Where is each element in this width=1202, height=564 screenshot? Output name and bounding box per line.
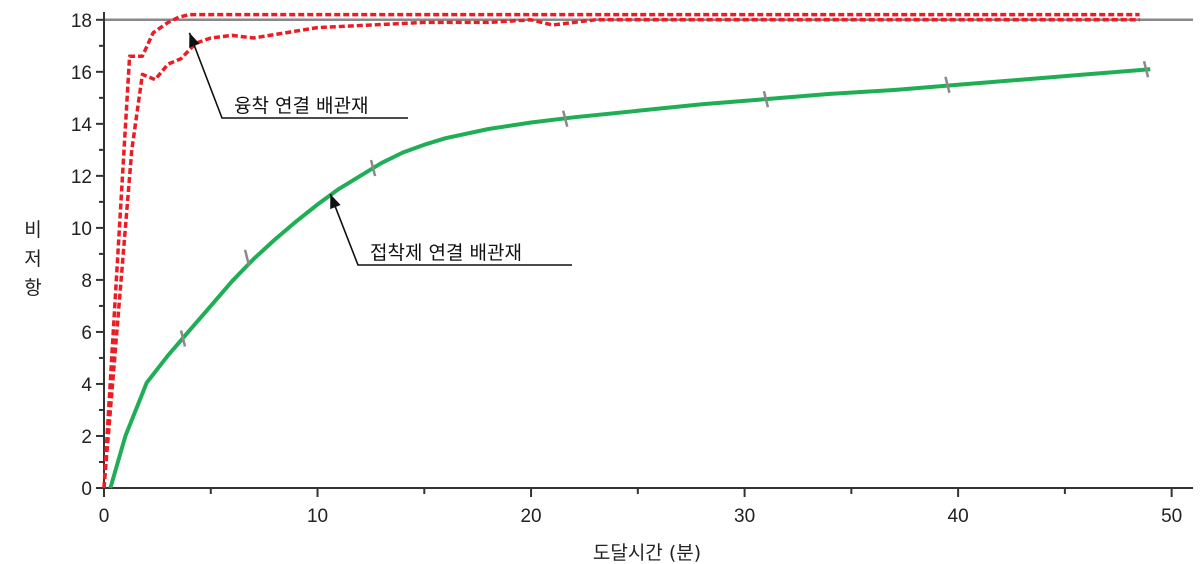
y-tick-label: 0 [81, 479, 92, 500]
x-tick-label: 0 [99, 506, 110, 527]
x-tick-label: 20 [520, 506, 541, 527]
x-tick-label: 50 [1161, 506, 1182, 527]
annotation-leader-fused [188, 32, 408, 119]
y-tick-label: 4 [81, 375, 92, 396]
y-tick-label: 2 [81, 427, 92, 448]
annotation-label-adhesive: 접착제 연결 배관재 [370, 242, 522, 264]
marker-layer [179, 60, 1150, 347]
curve-marker [243, 249, 251, 267]
series-line-fused_lower [102, 18, 1140, 489]
curve-marker [944, 76, 951, 94]
x-tick-label: 30 [734, 506, 755, 527]
ticks-layer: 0 10 20 30 40 50 0 2 4 6 8 10 12 14 16 18 [71, 11, 1182, 527]
curve-marker [762, 90, 770, 108]
curve-marker [1142, 60, 1150, 78]
curve-marker [562, 110, 569, 127]
y-tick-label: 18 [71, 11, 92, 32]
y-tick-label: 14 [71, 115, 93, 136]
series-line-fused_upper [102, 12, 1140, 489]
axes-layer [103, 12, 1193, 489]
x-tick-label: 40 [948, 506, 969, 527]
y-tick-label: 10 [71, 219, 92, 240]
y-tick-label: 6 [81, 323, 92, 344]
annotation-leader-adhesive [329, 193, 572, 266]
x-tick-label: 10 [307, 506, 328, 527]
y-axis-title-char: 저 [24, 248, 41, 270]
series-line-adhesive [108, 67, 1151, 489]
y-axis-title-char: 항 [24, 277, 41, 299]
annotation-arrowhead-fused [189, 32, 200, 48]
curve-marker [179, 330, 187, 347]
y-tick-label: 8 [81, 271, 92, 292]
curve-marker [369, 159, 377, 177]
x-axis-title: 도달시간 (분) [593, 542, 701, 564]
y-tick-label: 16 [71, 63, 92, 84]
annotation-arrowhead-adhesive [330, 194, 341, 210]
annotation-label-fused: 융착 연결 배관재 [234, 95, 368, 117]
y-axis-title-char: 비 [24, 219, 41, 241]
y-tick-label: 12 [71, 167, 92, 188]
series-layer [102, 12, 1151, 489]
